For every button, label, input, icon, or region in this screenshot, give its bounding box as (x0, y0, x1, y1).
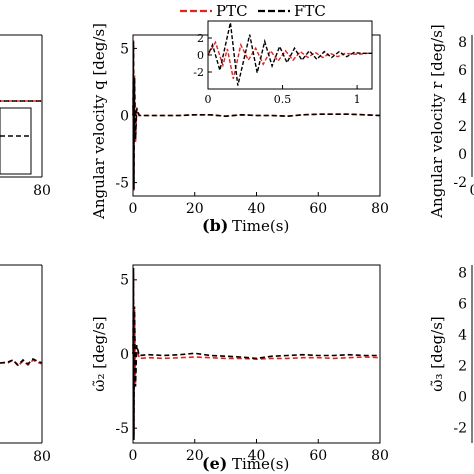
panel-e-x-tick-label: 40 (248, 448, 266, 464)
panel-b-series-ftc (132, 41, 381, 190)
panel-b-inset-series-ftc (207, 22, 372, 86)
panel-b: Angular velocity q [deg/s] 0 20 40 60 80-505… (90, 20, 389, 235)
panel-right-bottom: ω̃₃ [deg/s] -2 0 2 4 6 8 (428, 265, 473, 443)
legend-label-ptc: PTC (216, 2, 248, 20)
right-top-y-tick-label: -2 (453, 175, 467, 191)
right-bottom-y-tick-label: 4 (458, 328, 467, 344)
panel-b-inset-x-tick-label: 1 (354, 93, 361, 106)
panel-e-axes-box (132, 264, 381, 444)
panel-e-series-ptc (132, 272, 381, 436)
right-top-y-tick-label: 4 (458, 91, 467, 107)
panel-e-x-tick-label: 80 (371, 448, 389, 464)
panel-e-y-label: ω̃₂ [deg/s] (90, 316, 108, 392)
panel-left-top: 80 (0, 34, 51, 199)
panel-b-inset-series-ptc (207, 40, 372, 79)
left-top-tick-x-80: 80 (33, 183, 51, 199)
panel-e-y-label-text: ω̃₂ [deg/s] (90, 316, 108, 392)
panel-e-series-ftc (132, 267, 380, 441)
right-top-y-ticks: -2 0 2 4 6 8 (453, 35, 467, 191)
panel-b-inset-y-tick-label: 2 (197, 32, 204, 45)
right-top-y-label: Angular velocity r [deg/s] (428, 24, 446, 219)
right-top-y-label-text: Angular velocity r [deg/s] (428, 24, 446, 219)
right-top-y-tick-label: 6 (458, 63, 467, 79)
left-top-inset (0, 107, 32, 175)
left-bottom-trace-ftc (0, 358, 43, 367)
panel-b-inset-y-tick-label: -2 (193, 66, 204, 79)
panel-b-inset-x-tick-label: 0 (205, 93, 212, 106)
panel-b-x-tick-label: 20 (186, 201, 204, 217)
panel-e-y-tick-label: -5 (115, 421, 129, 437)
right-bottom-y-tick-label: -2 (453, 421, 467, 437)
panel-b-caption: (b) (202, 216, 228, 235)
panel-b-y-tick-label: -5 (115, 175, 129, 191)
panel-b-inset: 0 0.5 1 -2 0 2 (193, 20, 373, 106)
panel-e-x-tick-label: 20 (186, 448, 204, 464)
panel-e-x-tick-label: 0 (129, 448, 138, 464)
panel-b-x-tick-label: 0 (129, 201, 138, 217)
panel-b-x-label: Time(s) (232, 217, 289, 235)
right-top-y-tick-label: 2 (458, 119, 467, 135)
legend-label-ftc: FTC (294, 2, 326, 20)
panel-b-y-tick-label: 0 (120, 108, 129, 124)
right-bottom-y-label: ω̃₃ [deg/s] (428, 316, 446, 392)
panel-left-bottom: 80 (0, 264, 51, 465)
right-top-y-tick-label: 0 (458, 147, 467, 163)
panel-b-x-tick-label: 80 (371, 201, 389, 217)
panel-e-x-tick-label: 60 (309, 448, 327, 464)
panel-b-inset-background (208, 21, 372, 89)
panel-e-caption: (e) (202, 454, 227, 473)
right-bottom-y-tick-label: 2 (458, 359, 467, 375)
right-bottom-y-ticks: -2 0 2 4 6 8 (453, 266, 467, 437)
panel-b-x-tick-label: 60 (309, 201, 327, 217)
panel-e-y-tick-label: 5 (120, 273, 129, 289)
right-bottom-y-tick-label: 6 (458, 297, 467, 313)
panel-b-y-tick-label: 5 (120, 41, 129, 57)
left-bottom-tick-x-80: 80 (33, 449, 51, 465)
panel-b-x-tick-label: 40 (248, 201, 266, 217)
panel-e-x-label: Time(s) (232, 455, 289, 473)
panel-b-plot: 0 20 40 60 80-505 (115, 34, 389, 217)
panel-e: ω̃₂ [deg/s] 0 20 40 60 80-505 (e) Time(s) (90, 264, 389, 473)
legend: PTC FTC (180, 2, 326, 20)
panel-b-inset-x-tick-label: 0.5 (274, 93, 292, 106)
right-top-tick-x-0: 0 (470, 183, 474, 199)
panel-e-y-tick-label: 0 (120, 347, 129, 363)
right-bottom-y-label-text: ω̃₃ [deg/s] (428, 316, 446, 392)
panel-b-inset-y-tick-label: 0 (197, 49, 204, 62)
panel-e-plot: 0 20 40 60 80-505 (115, 264, 389, 464)
panel-b-y-label: Angular velocity q [deg/s] (90, 23, 108, 220)
right-top-y-tick-label: 8 (458, 35, 467, 51)
right-bottom-y-tick-label: 0 (458, 390, 467, 406)
panel-b-y-label-text: Angular velocity q [deg/s] (90, 23, 108, 220)
right-bottom-y-tick-label: 8 (458, 266, 467, 282)
